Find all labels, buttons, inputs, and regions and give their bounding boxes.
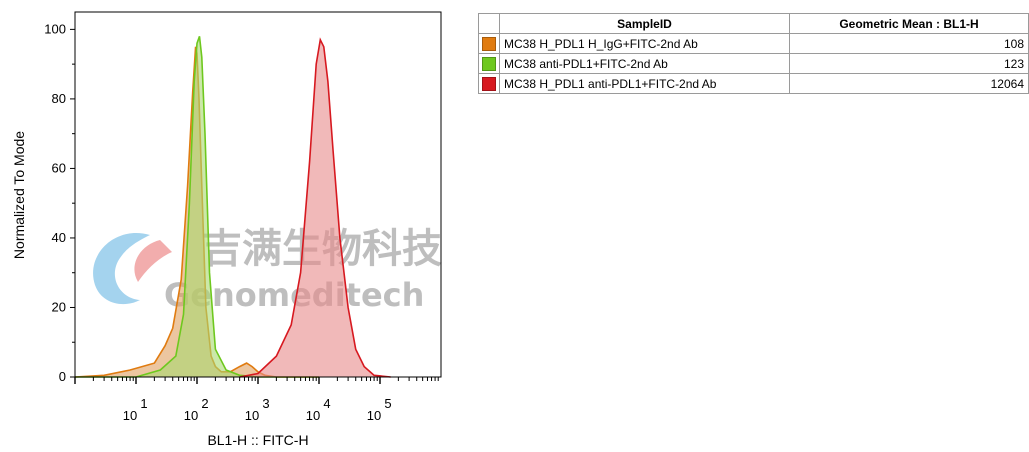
x-axis-title: BL1-H :: FITC-H: [207, 432, 308, 448]
series-area-2: [75, 36, 319, 378]
series-area-3: [239, 39, 391, 378]
x-tick-exponent: 2: [201, 396, 208, 411]
y-tick-label: 100: [44, 21, 66, 36]
table-header-geomean: Geometric Mean : BL1-H: [789, 13, 1029, 34]
table-header-sampleid: SampleID: [499, 13, 790, 34]
legend-swatch-red: [482, 76, 496, 91]
x-tick-label: 10: [306, 408, 320, 423]
series-layer: [74, 36, 391, 378]
table-cell-value: 123: [789, 53, 1029, 74]
watermark-logo-accent-icon: [134, 240, 172, 282]
x-tick-exponent: 4: [323, 396, 330, 411]
table-row: MC38 H_PDL1 anti-PDL1+FITC-2nd Ab 12064: [478, 73, 1029, 94]
x-tick-exponent: 5: [384, 396, 391, 411]
statistics-table: SampleID Geometric Mean : BL1-H MC38 H_P…: [478, 13, 1029, 94]
x-tick-exponent: 1: [140, 396, 147, 411]
y-tick-label: 80: [52, 91, 66, 106]
x-tick-label: 10: [367, 408, 381, 423]
y-tick-label: 20: [52, 299, 66, 314]
y-axis-title: Normalized To Mode: [11, 131, 27, 259]
x-tick-exponent: 3: [262, 396, 269, 411]
table-cell-sample: MC38 anti-PDL1+FITC-2nd Ab: [499, 53, 790, 74]
table-cell-sample: MC38 H_PDL1 H_IgG+FITC-2nd Ab: [499, 33, 790, 54]
x-tick-label: 10: [184, 408, 198, 423]
table-cell-value: 108: [789, 33, 1029, 54]
x-tick-label: 10: [245, 408, 259, 423]
table-header-row: SampleID Geometric Mean : BL1-H: [478, 13, 1029, 34]
x-tick-label: 10: [123, 408, 137, 423]
table-cell-value: 12064: [789, 73, 1029, 94]
table-cell-sample: MC38 H_PDL1 anti-PDL1+FITC-2nd Ab: [499, 73, 790, 94]
y-tick-label: 40: [52, 230, 66, 245]
series-line-3: [239, 37, 391, 378]
table-row: MC38 anti-PDL1+FITC-2nd Ab 123: [478, 53, 1029, 74]
y-tick-label: 60: [52, 160, 66, 175]
series-line-2: [75, 36, 319, 378]
plot-frame: [74, 11, 442, 378]
legend-swatch-orange: [482, 36, 496, 51]
y-tick-label: 0: [59, 369, 66, 384]
y-axis: 0 20 40 60 80 100: [44, 21, 75, 384]
legend-swatch-green: [482, 56, 496, 71]
watermark: 吉满生物科技 Genomeditech: [93, 226, 442, 314]
watermark-logo-icon: [93, 233, 150, 305]
table-header-swatch: [478, 13, 500, 34]
table-row: MC38 H_PDL1 H_IgG+FITC-2nd Ab 108: [478, 33, 1029, 54]
